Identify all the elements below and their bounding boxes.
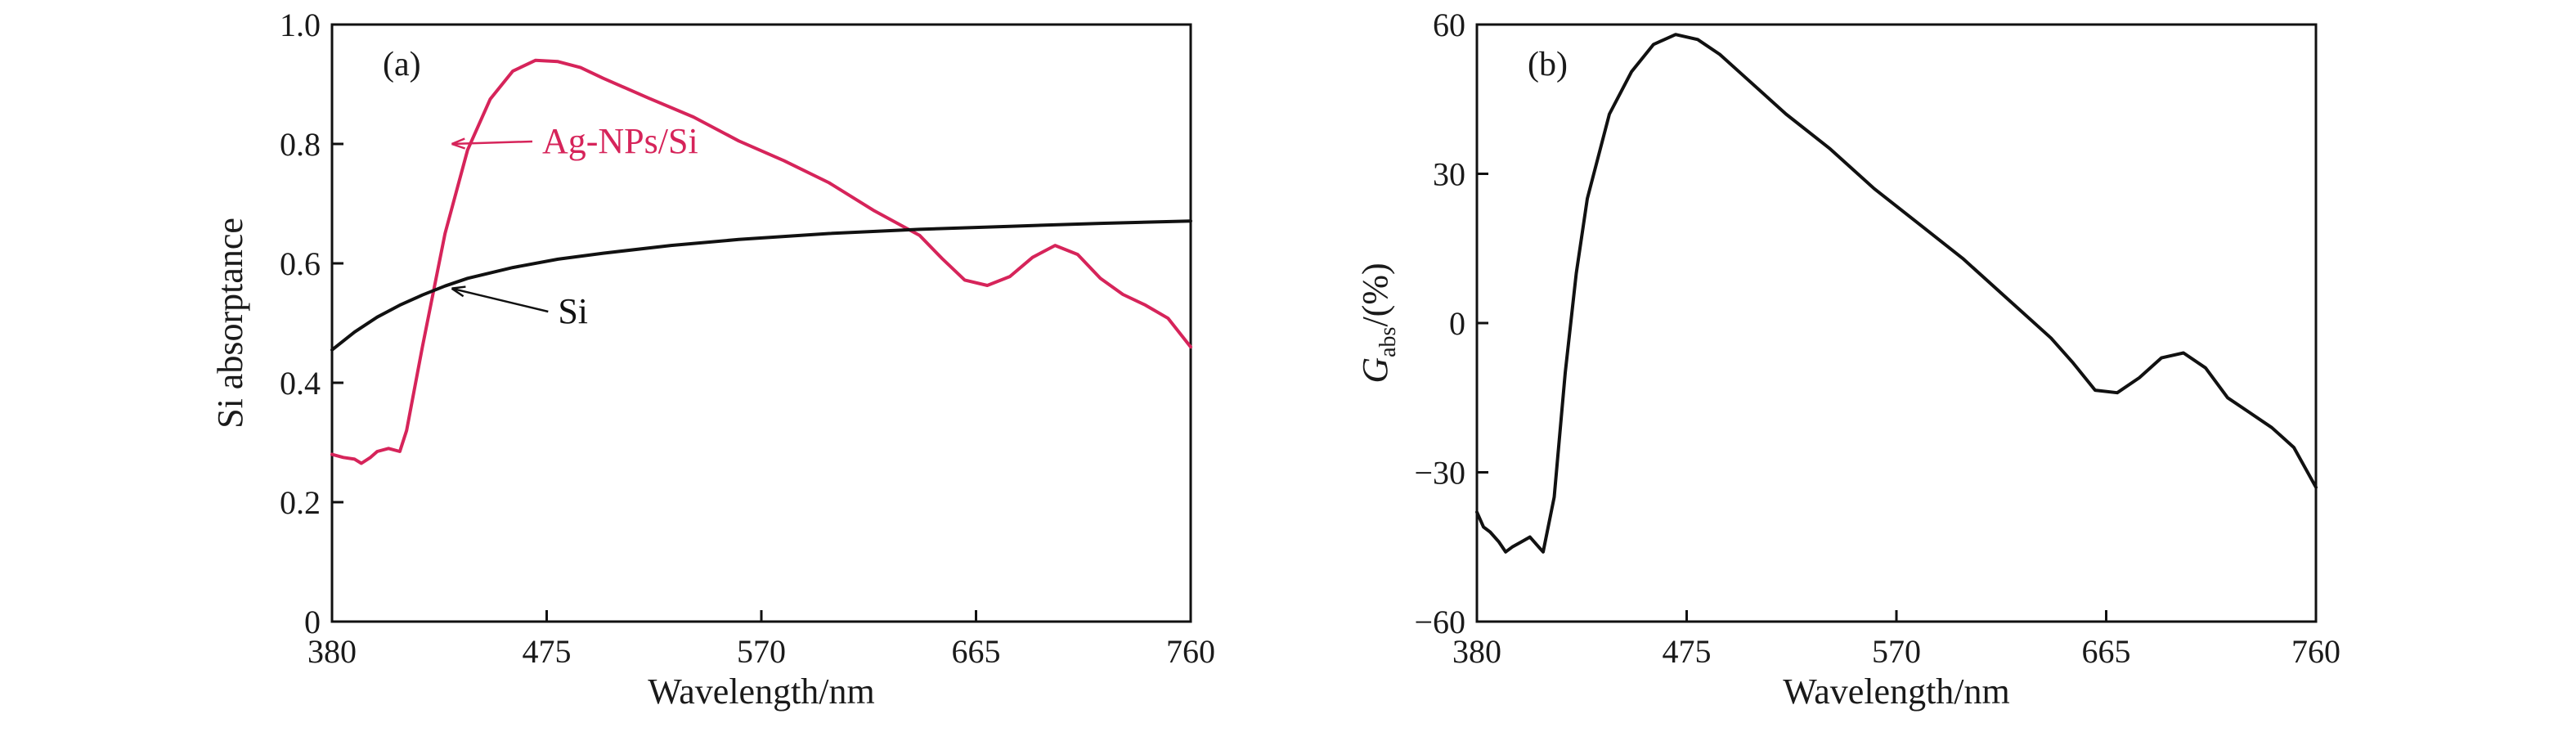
annotation-arrow-0 <box>451 140 533 146</box>
x-tick-label-a-1: 475 <box>523 633 572 670</box>
y-tick-labels-b: −60 −30 0 30 60 <box>1414 7 1465 640</box>
chart-panel-a: 380 475 570 665 760 0 0.2 0.4 0.6 0.8 1.0 Ag-NPs/… <box>210 7 1215 712</box>
y-tick-label-b-3: 30 <box>1433 156 1465 193</box>
y-tick-label-a-1: 0.2 <box>280 484 321 521</box>
x-tick-labels-a: 380 475 570 665 760 <box>307 633 1215 670</box>
x-axis-label-b: Wavelength/nm <box>1783 671 2010 712</box>
series-line-b-curve <box>1475 33 2318 554</box>
x-tick-label-a-4: 760 <box>1166 633 1215 670</box>
series-line-a-si <box>330 219 1192 352</box>
series-line-a-ag-nps-si <box>330 58 1192 465</box>
x-tick-label-b-0: 380 <box>1452 633 1501 670</box>
y-tick-label-b-1: −30 <box>1414 455 1465 492</box>
annotation-label-0: Ag-NPs/Si <box>542 121 698 161</box>
x-tick-label-a-3: 665 <box>952 633 1001 670</box>
annotation-arrow-1 <box>451 287 549 313</box>
annotation-arrowhead-1 <box>451 285 466 298</box>
x-tick-label-a-0: 380 <box>307 633 357 670</box>
chart-panel-b: 380 475 570 665 760 −60 −30 0 30 60 (b) Waveleng… <box>1355 7 2340 712</box>
x-tick-labels-b: 380 475 570 665 760 <box>1452 633 2340 670</box>
panel-label-a: (a) <box>383 46 421 83</box>
y-tick-label-a-3: 0.6 <box>280 245 321 282</box>
panel-label-b: (b) <box>1528 46 1568 83</box>
tick-marks-b <box>1475 23 2318 623</box>
y-axis-label-b: Gabs/(%) <box>1355 263 1401 383</box>
y-tick-label-a-0: 0 <box>304 604 321 640</box>
series-group-b <box>1475 33 2318 554</box>
x-tick-label-b-3: 665 <box>2082 633 2131 670</box>
plot-frame-a <box>330 23 1192 623</box>
x-tick-label-a-2: 570 <box>737 633 786 670</box>
annotation-label-1: Si <box>558 291 588 331</box>
y-tick-label-a-4: 0.8 <box>280 126 321 163</box>
x-tick-label-b-4: 760 <box>2291 633 2340 670</box>
x-tick-label-b-2: 570 <box>1872 633 1921 670</box>
x-tick-label-b-1: 475 <box>1663 633 1712 670</box>
y-axis-label-b-sub: abs <box>1376 327 1401 357</box>
y-tick-label-a-2: 0.4 <box>280 365 321 402</box>
y-tick-label-b-2: 0 <box>1449 305 1465 342</box>
y-tick-labels-a: 0 0.2 0.4 0.6 0.8 1.0 <box>280 7 321 640</box>
y-axis-label-b-main: G <box>1355 357 1395 384</box>
y-tick-label-a-5: 1.0 <box>280 7 321 43</box>
annotation-arrowhead-0 <box>451 137 466 150</box>
y-tick-label-b-0: −60 <box>1414 604 1465 640</box>
y-axis-label-b-tail: /(%) <box>1355 263 1395 326</box>
y-axis-label-a: Si absorptance <box>210 218 250 429</box>
tick-marks-a <box>330 23 1192 623</box>
x-axis-label-a: Wavelength/nm <box>648 671 875 712</box>
series-group-a <box>330 58 1192 465</box>
y-tick-label-b-4: 60 <box>1433 7 1465 43</box>
plot-frame-b <box>1475 23 2318 623</box>
annotations-a: Ag-NPs/Si Si <box>451 121 698 331</box>
